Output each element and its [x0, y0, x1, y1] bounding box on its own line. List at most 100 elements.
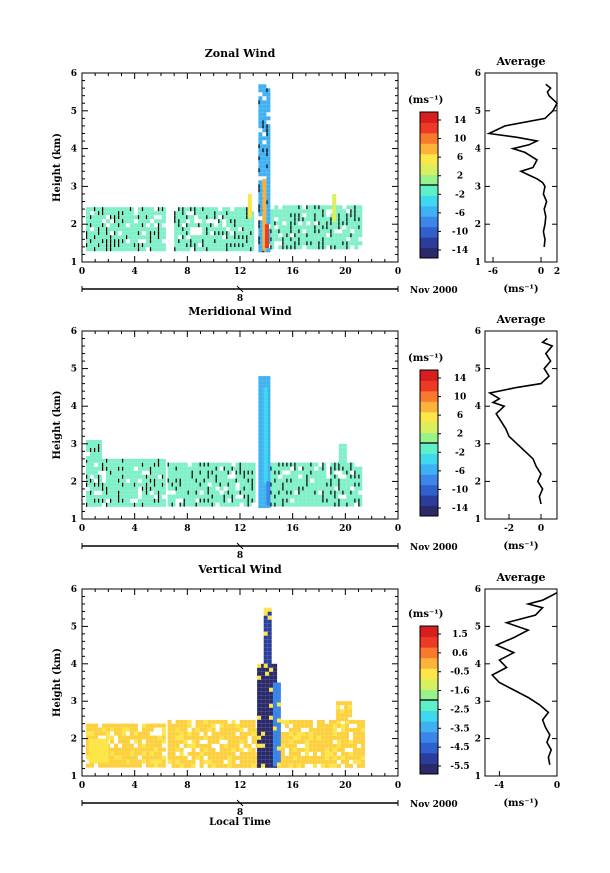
heatmap-cell: [106, 231, 110, 236]
heatmap-cell: [334, 462, 339, 467]
heatmap-cell: [282, 209, 287, 214]
heatmap-cell: [261, 663, 266, 668]
heatmap-cell: [261, 687, 266, 692]
heatmap-cell: [199, 743, 204, 748]
heatmap-cell: [276, 710, 281, 715]
heatmap-cell: [191, 494, 196, 499]
heatmap-cell: [223, 494, 228, 499]
heatmap-cell: [118, 494, 122, 499]
heatmap-cell: [258, 460, 263, 465]
heatmap-cell: [262, 246, 267, 251]
heatmap-cell: [273, 671, 278, 676]
heatmap-cell: [270, 241, 275, 246]
heatmap-cell: [358, 221, 363, 226]
colorbar-swatch: [420, 463, 438, 475]
heatmap-cell: [284, 763, 289, 768]
heatmap-cell: [290, 486, 295, 491]
contour-mark: [282, 237, 284, 242]
contour-mark: [338, 466, 340, 471]
heatmap-cell: [175, 486, 180, 491]
heatmap-cell: [346, 229, 351, 234]
heatmap-cell: [171, 755, 176, 760]
contour-mark: [278, 490, 280, 495]
heatmap-cell: [246, 235, 251, 240]
heatmap-cell: [157, 462, 162, 467]
heatmap-cell: [122, 759, 126, 764]
heatmap-cell: [312, 731, 317, 736]
heatmap-cell: [320, 743, 325, 748]
heatmap-cell: [186, 223, 191, 228]
contour-mark: [334, 466, 336, 471]
heatmap-cell: [126, 207, 130, 212]
heatmap-cell: [149, 231, 154, 236]
heatmap-cell: [328, 755, 333, 760]
heatmap-cell: [243, 723, 248, 728]
heatmap-cell: [179, 747, 184, 752]
heatmap-cell: [262, 504, 267, 509]
heatmap-cell: [286, 490, 291, 495]
heatmap-cell: [265, 727, 270, 732]
heatmap-cell: [175, 478, 180, 483]
heatmap-cell: [118, 243, 122, 248]
heatmap-cell: [302, 482, 307, 487]
heatmap-cell: [326, 205, 331, 210]
heatmap-cell: [199, 755, 204, 760]
y-axis-label: Height (km): [52, 648, 63, 717]
heatmap-cell: [266, 108, 271, 113]
heatmap-cell: [296, 723, 301, 728]
contour-mark: [186, 215, 188, 220]
heatmap-cell: [227, 731, 232, 736]
heatmap-cell: [324, 751, 329, 756]
colorbar-swatch: [420, 495, 438, 507]
heatmap-cell: [306, 225, 311, 230]
heatmap-cell: [251, 494, 256, 499]
contour-mark: [258, 208, 260, 213]
heatmap-cell: [352, 743, 357, 748]
heatmap-cell: [354, 237, 359, 242]
heatmap-cell: [269, 711, 274, 716]
heatmap-cell: [133, 759, 138, 764]
contour-mark: [110, 239, 112, 244]
contour-mark: [294, 233, 296, 238]
heatmap-cell: [153, 219, 158, 224]
heatmap-cell: [231, 751, 236, 756]
heatmap-cell: [294, 498, 299, 503]
heatmap-cell: [258, 440, 263, 445]
contour-mark: [174, 247, 176, 252]
heatmap-cell: [145, 215, 150, 220]
heatmap-cell: [153, 227, 158, 232]
heatmap-cell: [332, 747, 337, 752]
heatmap-cell: [145, 231, 150, 236]
heatmap-cell: [247, 198, 252, 202]
heatmap-cell: [198, 235, 203, 240]
heatmap-cell: [129, 235, 134, 240]
heatmap-cell: [278, 482, 283, 487]
heatmap-cell: [288, 735, 293, 740]
contour-mark: [149, 239, 152, 244]
heatmap-cell: [215, 739, 220, 744]
heatmap-cell: [129, 215, 134, 220]
heatmap-cell: [145, 755, 150, 760]
heatmap-cell: [219, 470, 224, 475]
contour-mark: [102, 482, 104, 487]
heatmap-cell: [258, 436, 263, 441]
heatmap-cell: [122, 474, 126, 479]
heatmap-cell: [235, 735, 240, 740]
heatmap-cell: [203, 486, 208, 491]
heatmap-cell: [278, 237, 283, 242]
contour-mark: [149, 231, 152, 236]
heatmap-cell: [90, 723, 94, 728]
colorbar-swatch: [420, 401, 438, 413]
heatmap-cell: [346, 245, 351, 250]
contour-mark: [218, 219, 220, 224]
heatmap-cell: [358, 233, 363, 238]
heatmap-cell: [263, 443, 268, 448]
average-title: Average: [495, 55, 545, 68]
heatmap-cell: [262, 128, 267, 133]
heatmap-cell: [262, 172, 267, 177]
heatmap-cell: [298, 502, 303, 507]
heatmap-cell: [314, 486, 319, 491]
heatmap-cell: [257, 739, 262, 744]
heatmap-cell: [306, 462, 311, 467]
heatmap-cell: [266, 104, 271, 109]
